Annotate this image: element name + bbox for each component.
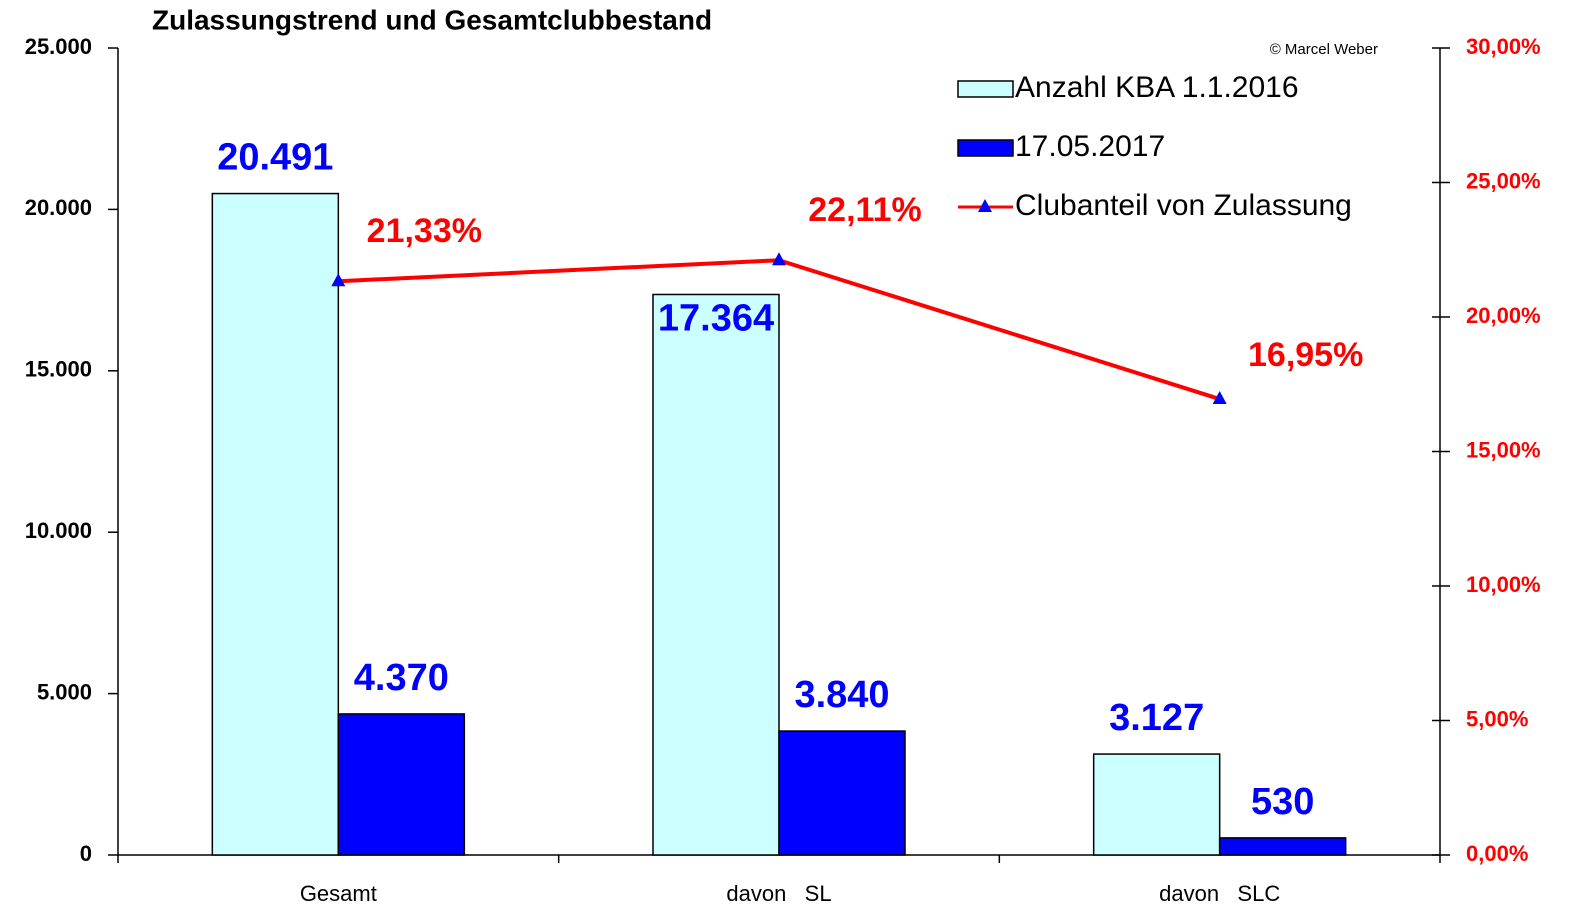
bar (1218, 837, 1347, 856)
line-marker (331, 273, 346, 287)
y2-tick-label: 30,00% (1466, 34, 1541, 59)
bar (1092, 753, 1221, 856)
y-tick-label: 10.000 (25, 518, 92, 543)
legend-swatch (957, 80, 1014, 98)
bar (211, 192, 340, 856)
bar-value-label: 20.491 (217, 137, 333, 179)
legend-label: Clubanteil von Zulassung (1015, 189, 1352, 222)
y-tick-label: 20.000 (25, 195, 92, 220)
legend-label: 17.05.2017 (1015, 130, 1165, 163)
legend-swatch (957, 139, 1014, 157)
y2-tick-label: 25,00% (1466, 168, 1541, 193)
line-marker (772, 252, 786, 266)
y2-tick-label: 10,00% (1466, 572, 1541, 597)
x-tick-label: Gesamt (300, 881, 377, 906)
x-tick-label: davon SL (726, 881, 831, 906)
y-tick-label: 25.000 (25, 34, 92, 59)
bar-value-label: 3.840 (794, 674, 889, 716)
bar-value-label: 17.364 (658, 298, 774, 340)
copyright: © Marcel Weber (1270, 41, 1378, 58)
y-tick-label: 15.000 (25, 357, 92, 382)
legend-marker (978, 199, 992, 212)
bar (778, 730, 906, 856)
y-tick-label: 0 (80, 841, 92, 866)
y2-tick-label: 15,00% (1466, 437, 1541, 462)
bar-value-label: 3.127 (1109, 697, 1204, 739)
y2-tick-label: 0,00% (1466, 841, 1528, 866)
y-tick-label: 5.000 (37, 679, 92, 704)
bar (337, 713, 466, 856)
legend-label: Anzahl KBA 1.1.2016 (1015, 71, 1299, 104)
line-value-label: 21,33% (367, 212, 482, 250)
bar (652, 293, 780, 856)
line-value-label: 22,11% (808, 191, 921, 229)
line-value-label: 16,95% (1248, 336, 1363, 374)
x-tick-label: davon SLC (1159, 881, 1280, 906)
y2-tick-label: 5,00% (1466, 706, 1528, 731)
line-marker (1212, 391, 1227, 405)
y2-tick-label: 20,00% (1466, 303, 1541, 328)
bar-value-label: 4.370 (354, 657, 449, 699)
bar-value-label: 530 (1251, 781, 1314, 823)
chart-title: Zulassungstrend und Gesamtclubbestand (152, 4, 712, 35)
